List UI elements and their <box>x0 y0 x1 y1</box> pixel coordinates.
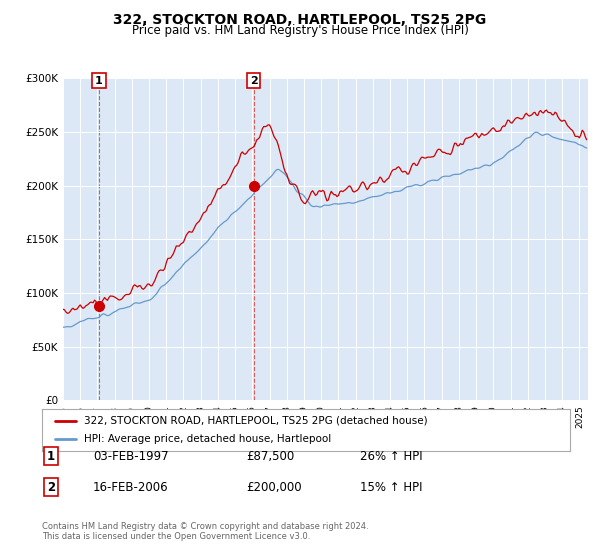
Text: Price paid vs. HM Land Registry's House Price Index (HPI): Price paid vs. HM Land Registry's House … <box>131 24 469 37</box>
Text: 1: 1 <box>47 450 55 463</box>
Text: 322, STOCKTON ROAD, HARTLEPOOL, TS25 2PG (detached house): 322, STOCKTON ROAD, HARTLEPOOL, TS25 2PG… <box>84 416 428 426</box>
Text: £200,000: £200,000 <box>246 480 302 494</box>
Bar <box>99 78 254 400</box>
Text: 26% ↑ HPI: 26% ↑ HPI <box>360 450 422 463</box>
Text: £87,500: £87,500 <box>246 450 294 463</box>
Text: 322, STOCKTON ROAD, HARTLEPOOL, TS25 2PG: 322, STOCKTON ROAD, HARTLEPOOL, TS25 2PG <box>113 13 487 27</box>
Text: 2: 2 <box>250 76 257 86</box>
Text: 15% ↑ HPI: 15% ↑ HPI <box>360 480 422 494</box>
Text: 16-FEB-2006: 16-FEB-2006 <box>93 480 169 494</box>
Text: 1: 1 <box>95 76 103 86</box>
Text: Contains HM Land Registry data © Crown copyright and database right 2024.
This d: Contains HM Land Registry data © Crown c… <box>42 522 368 542</box>
Text: 03-FEB-1997: 03-FEB-1997 <box>93 450 169 463</box>
Text: HPI: Average price, detached house, Hartlepool: HPI: Average price, detached house, Hart… <box>84 434 331 444</box>
Text: 2: 2 <box>47 480 55 494</box>
